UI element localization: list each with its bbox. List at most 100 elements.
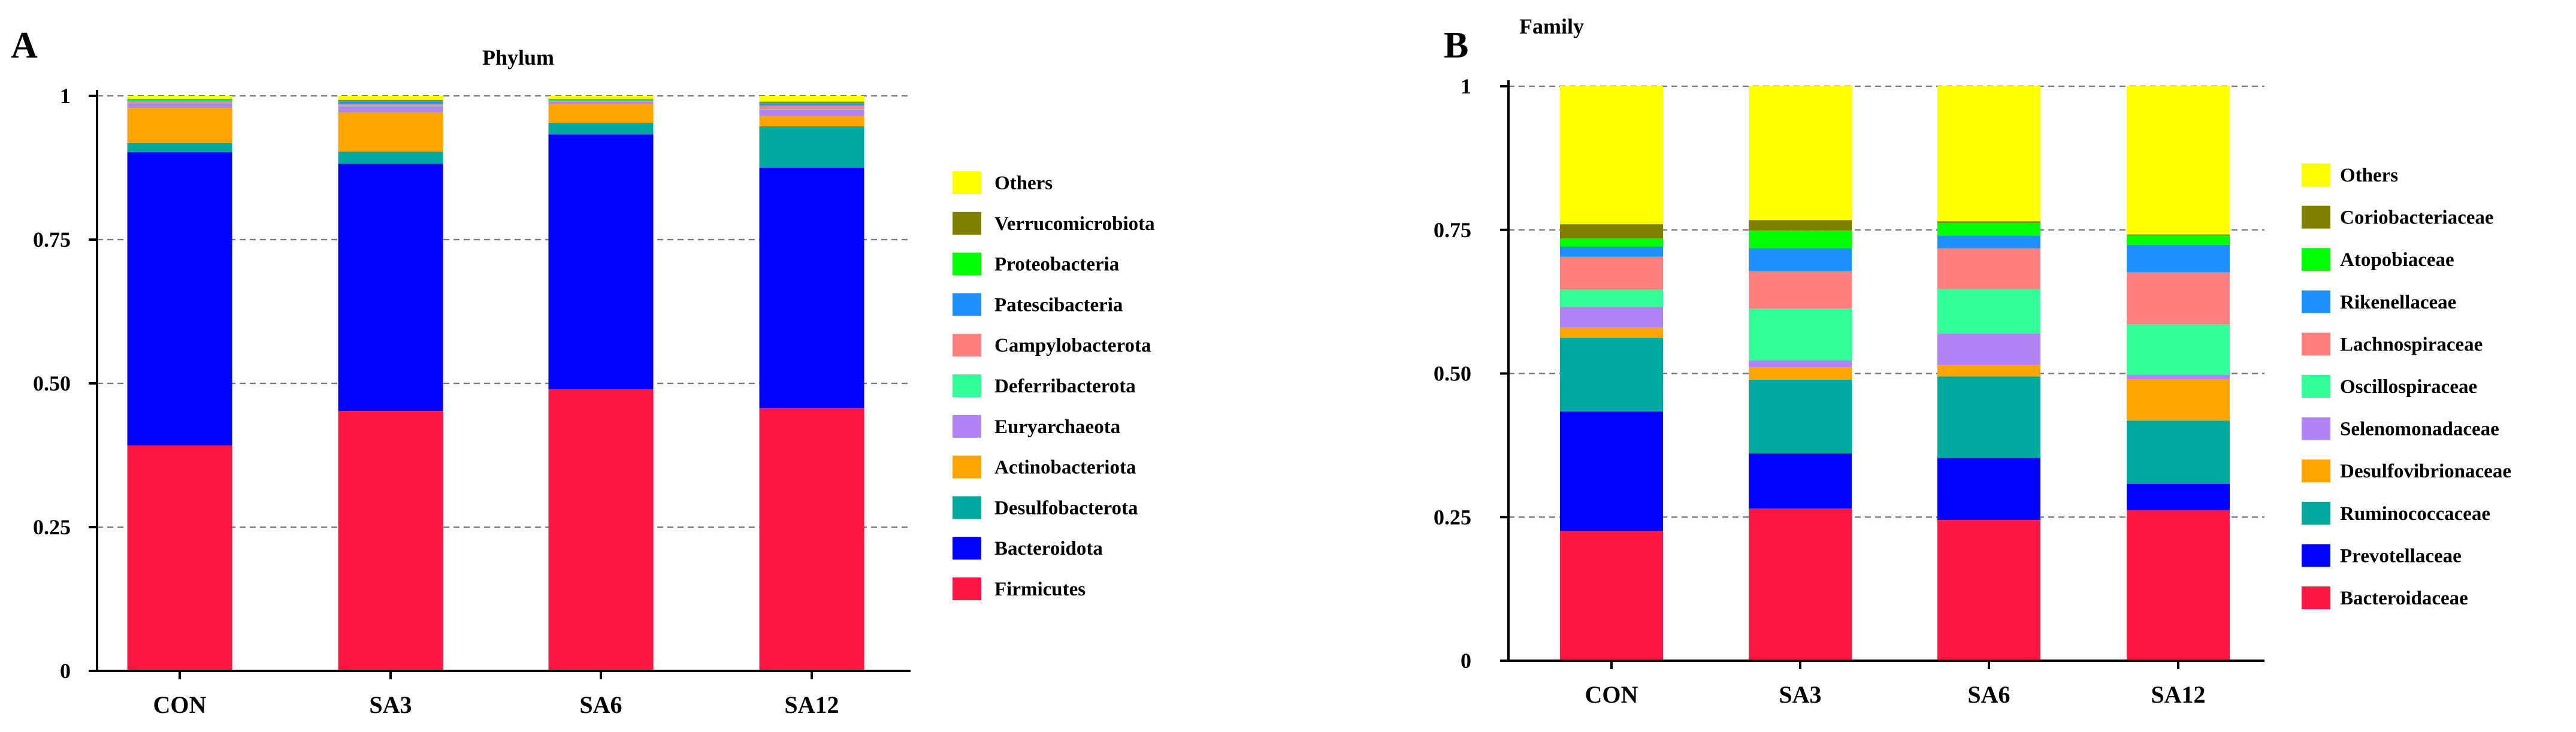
panel-a-phylum-chart: A Phylum 0 0.25 0.50 0.75 1 CON SA3 SA6 SA12 Others… — [11, 25, 1155, 718]
legend-swatch-ruminococcaceae — [2302, 501, 2330, 525]
panel-a-bar-sa12-actinobacteriota — [759, 116, 864, 126]
legend-swatch-desulfobacterota — [953, 496, 981, 519]
panel-b-bar-con-ruminococcaceae — [1560, 338, 1663, 412]
legend-label-actinobacteriota: Actinobacteriota — [994, 457, 1136, 479]
panel-a-bar-sa6-desulfobacterota — [548, 123, 654, 135]
panel-a-bar-sa3-patescibacteria — [338, 101, 443, 104]
panel-b-bar-sa12-rikenellaceae — [2127, 244, 2230, 273]
panel-a-y-tick-label: 1 — [60, 84, 71, 108]
legend-swatch-bacteroidaceae — [2302, 586, 2330, 609]
panel-a-bar-sa12-euryarchaeota — [759, 110, 864, 116]
panel-a-bar-sa12-patescibacteria — [759, 103, 864, 106]
panel-a-bar-sa3-bacteroidota — [338, 164, 443, 412]
panel-b-y-tick-label: 0.25 — [1434, 505, 1471, 529]
legend-swatch-euryarchaeota — [953, 415, 981, 438]
panel-b-bar-con-selenomonadaceae — [1560, 307, 1663, 328]
legend-swatch-patescibacteria — [953, 293, 981, 316]
panel-a-y-tick-label: 0.50 — [33, 371, 71, 395]
panel-a-bar-con-campylobacterota — [127, 101, 232, 103]
legend-swatch-prevotellaceae — [2302, 544, 2330, 567]
panel-b-bar-sa6-bacteroidaceae — [1937, 520, 2040, 661]
panel-b-bar-sa3-desulfovibrionaceae — [1749, 367, 1852, 380]
legend-swatch-verrucomicrobiota — [953, 211, 981, 235]
panel-a-bar-sa12-proteobacteria — [759, 102, 864, 104]
panel-b-bar-sa3-coriobacteriaceae — [1749, 220, 1852, 231]
legend-label-desulfovibrionaceae: Desulfovibrionaceae — [2340, 461, 2511, 482]
panel-b-bar-sa3-ruminococcaceae — [1749, 380, 1852, 453]
panel-b-bar-sa6-oscillospiraceae — [1937, 289, 2040, 334]
panel-b-bar-con-desulfovibrionaceae — [1560, 327, 1663, 338]
panel-a-bar-sa3-proteobacteria — [338, 101, 443, 102]
legend-label-bacteroidaceae: Bacteroidaceae — [2340, 588, 2468, 609]
panel-a-bar-sa12-others — [759, 96, 864, 102]
panel-a-bar-sa3-deferribacterota — [338, 105, 443, 107]
panel-b-bar-sa3-bacteroidaceae — [1749, 508, 1852, 661]
legend-label-deferribacterota: Deferribacterota — [994, 376, 1136, 397]
panel-b-bar-sa6-coriobacteriaceae — [1937, 221, 2040, 223]
panel-a-y-tick-label: 0.75 — [33, 228, 71, 252]
legend-swatch-atopobiaceae — [2302, 248, 2330, 271]
panel-a-x-label-con: CON — [153, 691, 207, 718]
panel-b-bar-sa6-prevotellaceae — [1937, 458, 2040, 521]
legend-swatch-bacteroidota — [953, 537, 981, 560]
panel-a-title: Phylum — [482, 46, 554, 69]
legend-swatch-others — [953, 171, 981, 194]
panel-a-bar-sa12-bacteroidota — [759, 168, 864, 409]
panel-b-bar-sa6-lachnospiraceae — [1937, 248, 2040, 289]
panel-a-bar-sa3-actinobacteriota — [338, 112, 443, 152]
legend-label-atopobiaceae: Atopobiaceae — [2340, 249, 2454, 271]
panel-a-bar-con-actinobacteriota — [127, 108, 232, 143]
legend-label-selenomonadaceae: Selenomonadaceae — [2340, 419, 2499, 440]
panel-b-bar-con-prevotellaceae — [1560, 411, 1663, 531]
panel-a-x-label-sa3: SA3 — [369, 691, 412, 718]
panel-a-bar-con-bacteroidota — [127, 152, 232, 446]
panel-b-title: Family — [1519, 14, 1584, 38]
panel-a-bar-sa3-desulfobacterota — [338, 152, 443, 164]
panel-b-bar-con-rikenellaceae — [1560, 246, 1663, 257]
legend-swatch-deferribacterota — [953, 374, 981, 397]
panel-a-bar-sa12-desulfobacterota — [759, 126, 864, 168]
legend-swatch-firmicutes — [953, 577, 981, 600]
panel-b-x-label-sa12: SA12 — [2151, 681, 2205, 708]
panel-b-y-tick-label: 1 — [1461, 74, 1471, 98]
panel-b-x-label-sa6: SA6 — [1967, 681, 2010, 708]
panel-b-letter: B — [1444, 25, 1468, 66]
panel-a-bar-sa6-others — [548, 96, 654, 99]
legend-swatch-proteobacteria — [953, 252, 981, 276]
panel-a-bar-con-proteobacteria — [127, 99, 232, 101]
legend-swatch-desulfovibrionaceae — [2302, 459, 2330, 483]
panel-b-bar-sa6-others — [1937, 86, 2040, 222]
panel-a-letter: A — [11, 25, 38, 66]
panel-b-bar-sa12-atopobiaceae — [2127, 235, 2230, 245]
panel-a-bar-sa6-deferribacterota — [548, 101, 654, 102]
legend-label-desulfobacterota: Desulfobacterota — [994, 497, 1138, 519]
panel-a-x-label-sa12: SA12 — [784, 691, 839, 718]
panel-b-bar-con-coriobacteriaceae — [1560, 224, 1663, 239]
panel-b-bar-sa12-bacteroidaceae — [2127, 510, 2230, 661]
legend-label-campylobacterota: Campylobacterota — [994, 335, 1151, 356]
panel-a-x-label-sa6: SA6 — [579, 691, 622, 718]
panel-b-bar-sa12-oscillospiraceae — [2127, 324, 2230, 375]
panel-a-legend: Others Verrucomicrobiota Proteobacteria Pat… — [953, 171, 1155, 600]
panel-a-bar-sa3-verrucomicrobiota — [338, 99, 443, 101]
legend-swatch-actinobacteriota — [953, 455, 981, 479]
panel-a-bar-sa6-patescibacteria — [548, 99, 654, 101]
legend-label-proteobacteria: Proteobacteria — [994, 254, 1119, 276]
legend-swatch-campylobacterota — [953, 334, 981, 357]
panel-b-legend: Others Coriobacteriaceae Atopobiaceae Riken… — [2302, 164, 2511, 609]
panel-a-bar-sa12-campylobacterota — [759, 105, 864, 110]
legend-swatch-rikenellaceae — [2302, 290, 2330, 313]
panel-b-bar-sa12-lachnospiraceae — [2127, 272, 2230, 325]
panel-a-bar-con-deferribacterota — [127, 102, 232, 104]
panel-a-bar-sa3-campylobacterota — [338, 104, 443, 106]
panel-a-bar-sa12-verrucomicrobiota — [759, 101, 864, 103]
panel-b-bar-sa12-coriobacteriaceae — [2127, 234, 2230, 236]
legend-label-ruminococcaceae: Ruminococcaceae — [2340, 503, 2490, 525]
panel-b-bar-sa6-ruminococcaceae — [1937, 376, 2040, 458]
panel-b-bar-sa6-rikenellaceae — [1937, 235, 2040, 249]
panel-b-family-chart: B Family 0 0.25 0.50 0.75 1 CON SA3 SA6 SA12 Others… — [1434, 14, 2511, 708]
panel-a-y-tick-label: 0 — [60, 659, 71, 683]
panel-b-bar-sa3-atopobiaceae — [1749, 230, 1852, 249]
panel-b-bar-con-atopobiaceae — [1560, 238, 1663, 247]
legend-label-prevotellaceae: Prevotellaceae — [2340, 545, 2462, 567]
